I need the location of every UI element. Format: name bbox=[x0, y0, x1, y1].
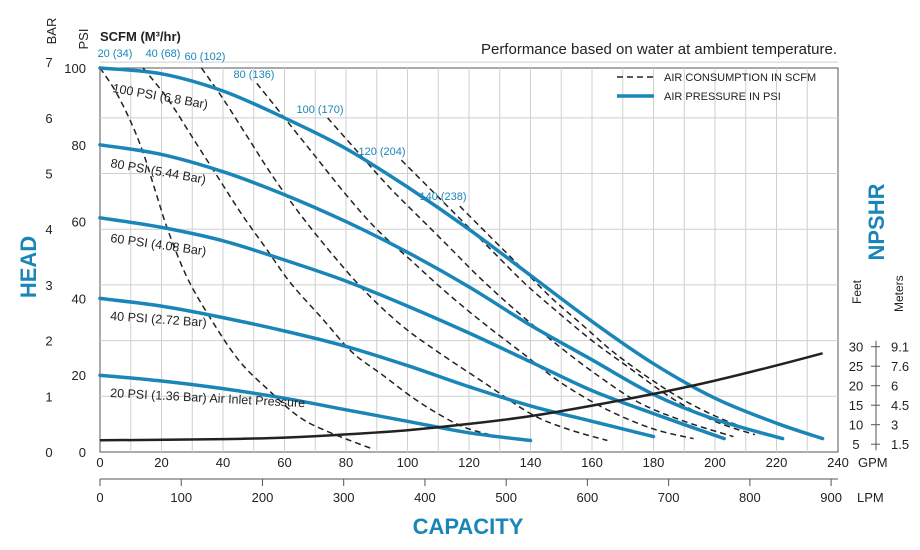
x-axis-title: CAPACITY bbox=[413, 514, 524, 539]
legend-consumption-label: AIR CONSUMPTION IN SCFM bbox=[664, 72, 816, 84]
chart-note: Performance based on water at ambient te… bbox=[481, 41, 837, 58]
lpm-tick-label: 500 bbox=[495, 490, 517, 505]
consumption-line bbox=[327, 117, 734, 438]
npshr-meters-tick: 3 bbox=[891, 418, 898, 433]
npshr-curve-group bbox=[99, 352, 823, 442]
psi-tick-label: 20 bbox=[72, 368, 86, 383]
gpm-tick-label: 180 bbox=[643, 455, 665, 470]
bar-unit-label: BAR bbox=[44, 18, 59, 45]
gpm-tick-label: 140 bbox=[520, 455, 542, 470]
psi-unit-label: PSI bbox=[76, 29, 91, 50]
lpm-tick-label: 300 bbox=[333, 490, 355, 505]
air-pressure-curves: 100 PSI (6.8 Bar)80 PSI (5.44 Bar)60 PSI… bbox=[98, 66, 825, 443]
gpm-tick-label: 240 bbox=[827, 455, 849, 470]
bar-tick-label: 0 bbox=[45, 445, 52, 460]
gpm-tick-label: 80 bbox=[339, 455, 353, 470]
psi-tick-label: 60 bbox=[72, 215, 86, 230]
lpm-tick-label: 100 bbox=[170, 490, 192, 505]
bar-tick-label: 7 bbox=[45, 55, 52, 70]
npshr-meters-tick: 1.5 bbox=[891, 437, 909, 452]
gpm-tick-label: 40 bbox=[216, 455, 230, 470]
npshr-feet-label: Feet bbox=[850, 279, 864, 304]
npshr-feet-tick: 15 bbox=[849, 398, 863, 413]
npshr-feet-tick: 10 bbox=[849, 418, 863, 433]
consumption-line bbox=[99, 67, 371, 449]
lpm-tick-label: 400 bbox=[414, 490, 436, 505]
npshr-line bbox=[99, 352, 823, 442]
lpm-tick-label: 800 bbox=[739, 490, 761, 505]
bar-tick-label: 5 bbox=[45, 167, 52, 182]
bar-tick-label: 6 bbox=[45, 111, 52, 126]
consumption-line bbox=[256, 82, 694, 440]
y-axis-title: HEAD bbox=[16, 236, 41, 298]
npshr-axis-title: NPSHR bbox=[864, 183, 889, 260]
labels: Performance based on water at ambient te… bbox=[16, 18, 906, 539]
consumption-line bbox=[200, 67, 608, 442]
gpm-tick-label: 0 bbox=[96, 455, 103, 470]
gpm-tick-label: 200 bbox=[704, 455, 726, 470]
npshr-feet-tick: 30 bbox=[849, 340, 863, 355]
consumption-line bbox=[459, 205, 768, 436]
npshr-meters-tick: 6 bbox=[891, 379, 898, 394]
pressure-label: 100 PSI (6.8 Bar) bbox=[111, 81, 209, 112]
npshr-meters-label: Meters bbox=[892, 275, 906, 312]
gpm-unit-label: GPM bbox=[858, 455, 888, 470]
npshr-meters-tick: 7.6 bbox=[891, 359, 909, 374]
bar-tick-label: 3 bbox=[45, 278, 52, 293]
consumption-label: 140 (238) bbox=[419, 191, 466, 203]
npshr-meters-tick: 9.1 bbox=[891, 340, 909, 355]
air-consumption-curves: 20 (34) 40 (68) 60 (102) 80 (136) 100 (170) 1… bbox=[98, 48, 768, 449]
pressure-label: 40 PSI (2.72 Bar) bbox=[110, 309, 207, 330]
pressure-line bbox=[98, 373, 533, 443]
gpm-tick-label: 220 bbox=[766, 455, 788, 470]
pressure-label: 20 PSI (1.36 Bar) Air Inlet Pressure bbox=[110, 386, 306, 410]
gpm-tick-label: 100 bbox=[397, 455, 419, 470]
psi-tick-label: 40 bbox=[72, 291, 86, 306]
consumption-line bbox=[142, 67, 507, 440]
psi-tick-label: 100 bbox=[64, 61, 86, 76]
scfm-header: SCFM (M³/hr) bbox=[100, 29, 181, 44]
npshr-feet-tick: 25 bbox=[849, 359, 863, 374]
bar-tick-label: 1 bbox=[45, 389, 52, 404]
gpm-tick-label: 160 bbox=[581, 455, 603, 470]
consumption-label: 80 (136) bbox=[234, 69, 275, 81]
gpm-tick-label: 120 bbox=[458, 455, 480, 470]
pressure-line bbox=[98, 143, 785, 441]
pressure-line bbox=[98, 216, 726, 441]
npshr-feet-tick: 5 bbox=[852, 437, 859, 452]
npshr-meters-tick: 4.5 bbox=[891, 398, 909, 413]
pressure-line bbox=[98, 66, 825, 441]
consumption-label: 100 (170) bbox=[296, 104, 343, 116]
lpm-tick-label: 900 bbox=[820, 490, 842, 505]
gpm-tick-label: 20 bbox=[154, 455, 168, 470]
consumption-label: 120 (204) bbox=[358, 146, 405, 158]
bar-tick-label: 4 bbox=[45, 222, 52, 237]
lpm-tick-label: 700 bbox=[658, 490, 680, 505]
npshr-feet-tick: 20 bbox=[849, 379, 863, 394]
lpm-unit-label: LPM bbox=[857, 490, 884, 505]
psi-tick-label: 80 bbox=[72, 138, 86, 153]
gpm-tick-label: 60 bbox=[277, 455, 291, 470]
lpm-tick-label: 600 bbox=[577, 490, 599, 505]
legend-pressure-label: AIR PRESSURE IN PSI bbox=[664, 91, 781, 103]
consumption-label: 60 (102) bbox=[185, 51, 226, 63]
consumption-label: 40 (68) bbox=[146, 48, 181, 60]
consumption-line bbox=[400, 159, 756, 436]
lpm-tick-label: 200 bbox=[252, 490, 274, 505]
consumption-label: 20 (34) bbox=[98, 48, 133, 60]
bar-tick-label: 2 bbox=[45, 334, 52, 349]
psi-tick-label: 0 bbox=[79, 445, 86, 460]
lpm-tick-label: 0 bbox=[96, 490, 103, 505]
legend: AIR CONSUMPTION IN SCFM AIR PRESSURE IN … bbox=[617, 72, 816, 103]
